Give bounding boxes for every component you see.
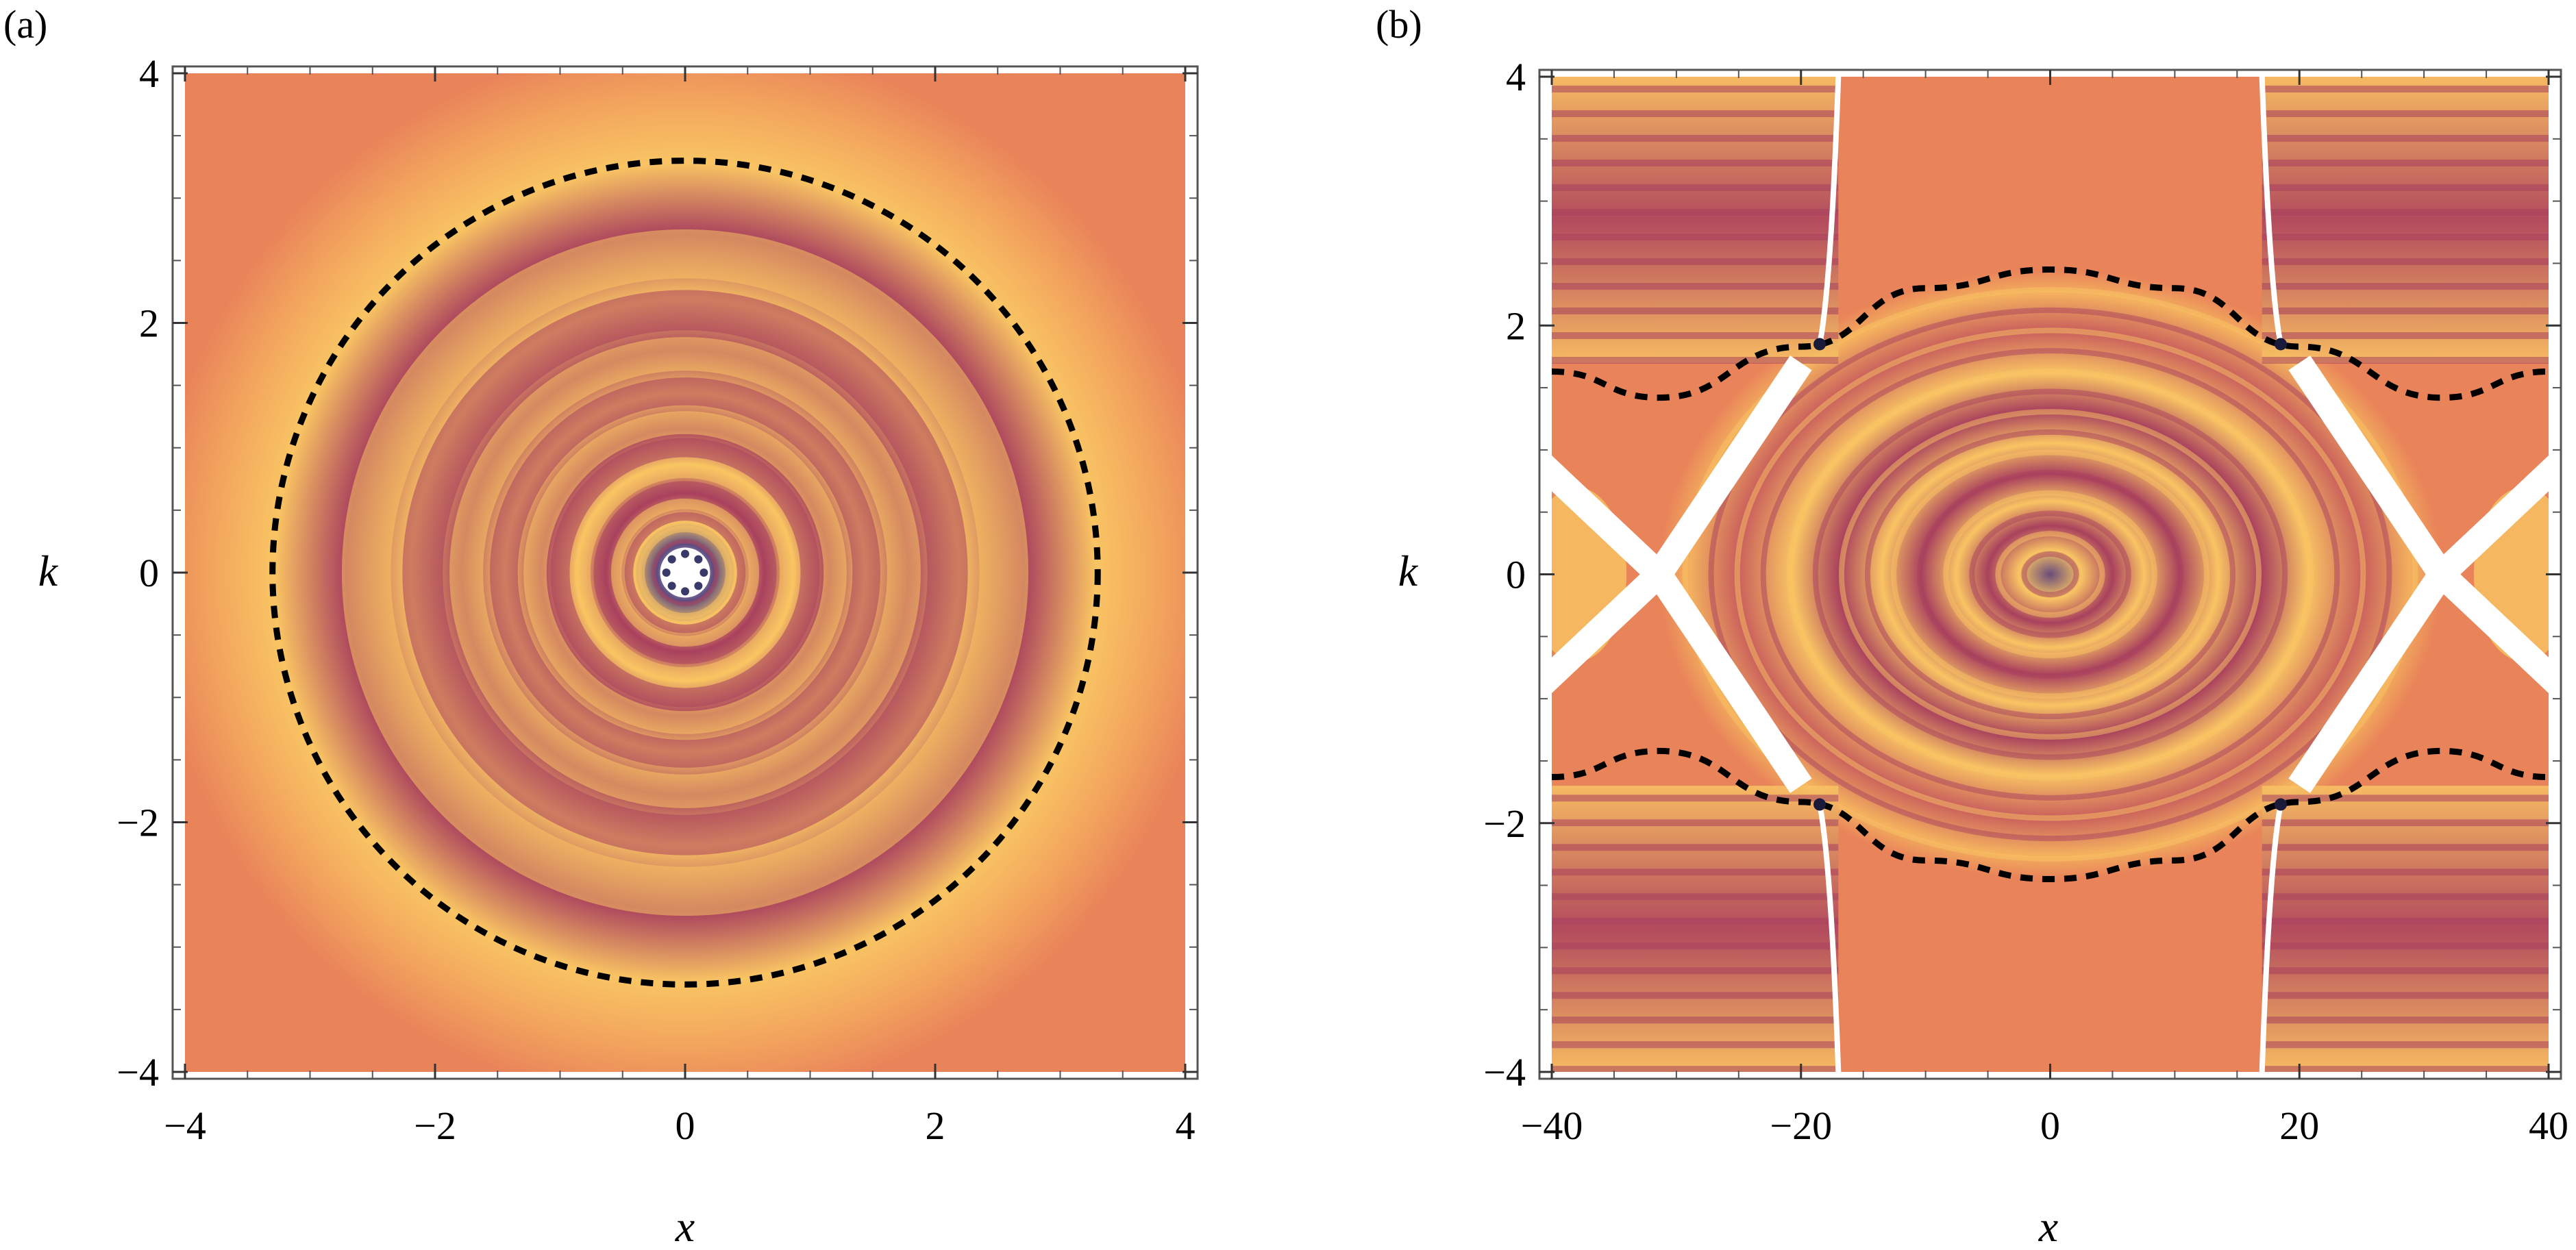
- panel-b-fringe: [1969, 510, 2131, 638]
- panel-a-xtick-label: 4: [1176, 1103, 1196, 1148]
- panel-b-fringe: [1943, 490, 2157, 659]
- panel-a: (a) −4 −2 0 2 4 −4 −2 0 2 4 x k: [3, 2, 1199, 1250]
- panel-b-ytick-label: −4: [1483, 1050, 1526, 1095]
- panel-a-center-dot: [681, 549, 689, 558]
- panel-b-crossing-point: [2274, 338, 2287, 351]
- panel-a-fringe: [638, 525, 732, 620]
- panel-a-fringe: [341, 229, 1029, 916]
- panel-b-central-fringes: [1659, 269, 2442, 879]
- panel-b-separatrix: [2288, 455, 2549, 793]
- panel-b-heatmap: [1552, 77, 2549, 1072]
- panel-b-xtick-label: −40: [1521, 1103, 1583, 1148]
- panel-b-ylabel: k: [1398, 547, 1419, 595]
- panel-b-xtick-label: 40: [2529, 1103, 2568, 1148]
- panel-b-corner-fringes: [2262, 77, 2549, 363]
- panel-b-crossing-point: [1813, 338, 1826, 351]
- panel-a-xlabel: x: [675, 1202, 695, 1250]
- panel-a-xtick-label: −2: [414, 1103, 456, 1148]
- panel-b-fringe: [1760, 348, 2340, 801]
- panel-b-xtick-label: −20: [1770, 1103, 1832, 1148]
- panel-b-xtick-label: 20: [2279, 1103, 2319, 1148]
- panel-a-fringe: [574, 462, 796, 684]
- panel-a-ylabel: k: [38, 547, 59, 595]
- panel-b-dashed-curve-upper: [1552, 266, 2549, 401]
- panel-a-center-dot: [699, 568, 708, 577]
- panel-b-fringe: [1864, 429, 2236, 720]
- panel-a-xtick-label: 0: [676, 1103, 695, 1148]
- panel-b-dashed-curves: [1552, 266, 2549, 882]
- panel-b-fringe: [1838, 409, 2262, 740]
- panel-a-heatmap: [185, 73, 1185, 1072]
- panel-b-xtick-label: 0: [2040, 1103, 2060, 1148]
- panel-a-fringe: [593, 481, 777, 664]
- panel-a-xtick-label: −4: [164, 1103, 206, 1148]
- panel-a-ytick-label: 4: [139, 51, 159, 96]
- panel-a-fringe: [550, 438, 820, 708]
- panel-b-fringe: [1734, 327, 2366, 821]
- panel-a-ytick-label: −4: [116, 1050, 159, 1095]
- panel-b-crossing-point: [2274, 798, 2287, 811]
- panel-a-label: (a): [3, 2, 47, 47]
- panel-a-center-dot: [681, 587, 689, 596]
- panel-b-fringe: [1995, 531, 2105, 618]
- panel-b-ytick-label: 4: [1506, 55, 1526, 99]
- panel-a-fringe: [523, 411, 847, 734]
- panel-a-xtick-label: 2: [926, 1103, 945, 1148]
- panel-b-ytick-label: 0: [1506, 553, 1526, 597]
- panel-a-center-dot: [662, 568, 671, 577]
- panel-b-fringe: [1682, 287, 2418, 862]
- panel-a-fringe: [490, 377, 880, 768]
- panel-b-fringe: [1812, 388, 2288, 760]
- panel-a-center-dot: [694, 582, 703, 590]
- panel-b-fringe: [1708, 307, 2392, 842]
- panel-b-label: (b): [1376, 2, 1422, 47]
- panel-b-corner-fringes: [1552, 786, 1839, 1072]
- panel-a-ytick-label: −2: [116, 801, 159, 845]
- panel-a-center-dot: [694, 555, 703, 564]
- panel-a-fringe: [610, 498, 760, 647]
- panel-b-ytick-label: −2: [1483, 801, 1526, 846]
- panel-a-dashed-circle: [269, 158, 1101, 988]
- panel-a-center-dot: [667, 582, 676, 590]
- panel-b-fringe: [1891, 449, 2209, 699]
- panel-b-boundary-curve: [1817, 77, 1842, 1072]
- panel-b-ytick-label: 2: [1506, 303, 1526, 348]
- panel-b-separatrix: [1552, 455, 1812, 793]
- panel-b-dashed-curve-lower: [1552, 747, 2549, 882]
- panel-b-fringe: [1917, 470, 2183, 679]
- panel-a-ytick-label: 0: [139, 551, 159, 595]
- panel-b-boundary-curve: [2259, 77, 2283, 1072]
- panel-a-fringe: [402, 290, 968, 855]
- panel-b-corner-fringes: [1552, 77, 1839, 363]
- panel-a-ticks: −4 −2 0 2 4 −4 −2 0 2 4: [116, 51, 1198, 1148]
- panel-b-corner-fringes: [2262, 786, 2549, 1072]
- panel-a-ytick-label: 2: [139, 301, 159, 346]
- panel-b-fringe: [2021, 551, 2079, 598]
- panel-a-fringe: [624, 512, 746, 634]
- panel-b-xlabel: x: [2038, 1202, 2058, 1250]
- panel-a-center-dot: [667, 555, 676, 564]
- panel-a-dashed-curve: [269, 158, 1101, 988]
- panel-b-crossing-point: [1813, 798, 1826, 811]
- panel-a-fringe: [651, 538, 719, 607]
- panel-a-fringe: [449, 337, 921, 808]
- panel-b-fringe: [1786, 368, 2314, 781]
